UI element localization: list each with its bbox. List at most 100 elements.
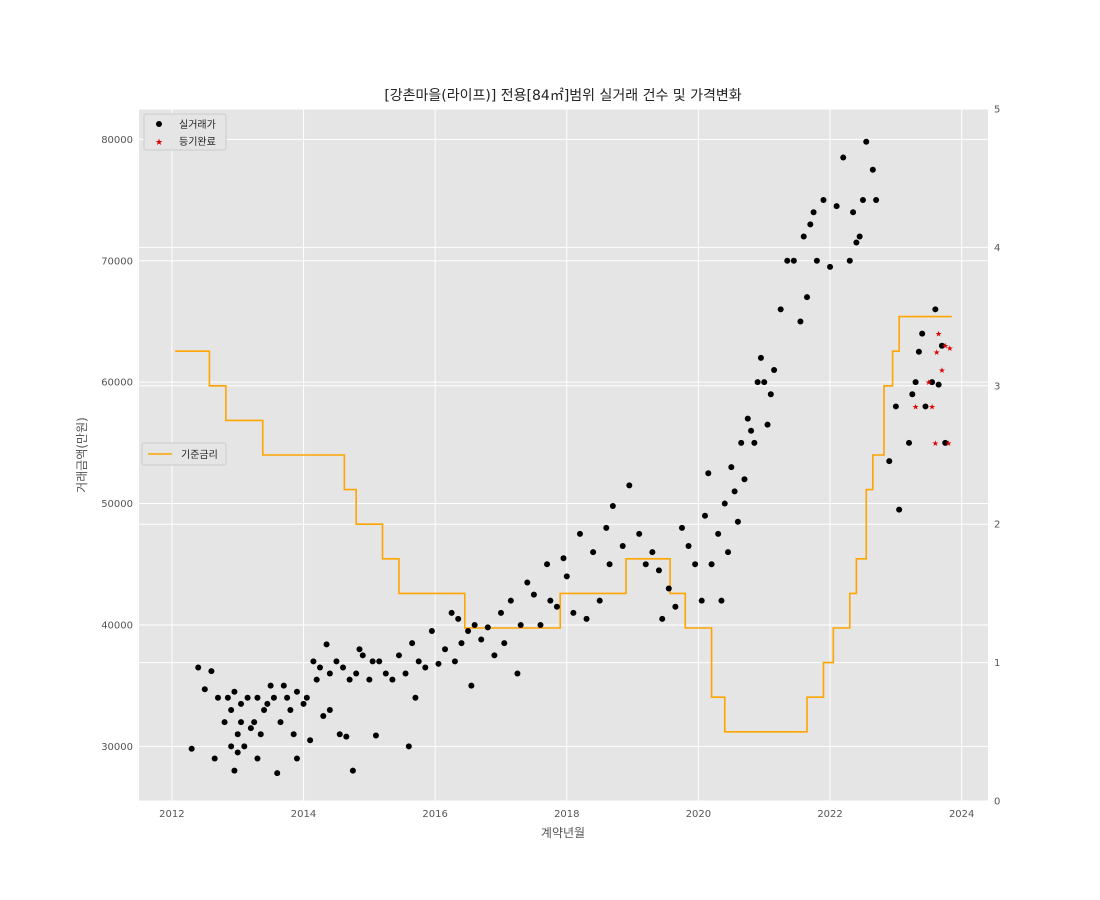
price-point: [560, 555, 567, 562]
price-point: [336, 731, 343, 738]
price-point: [813, 257, 820, 264]
price-point: [442, 646, 449, 653]
y-axis-label: 거래금액(만원): [75, 417, 89, 493]
price-point: [422, 664, 429, 671]
price-point: [238, 719, 245, 726]
price-point: [715, 530, 722, 537]
price-point: [428, 628, 435, 635]
price-point: [757, 354, 764, 361]
price-point: [303, 694, 310, 701]
x-tick-label: 2020: [686, 809, 711, 820]
price-point: [254, 694, 261, 701]
price-point: [659, 615, 666, 622]
price-point: [316, 664, 323, 671]
price-point: [705, 470, 712, 477]
price-point: [767, 391, 774, 398]
price-point: [359, 652, 366, 659]
price-point: [692, 561, 699, 568]
price-point: [241, 743, 248, 750]
price-point: [853, 239, 860, 246]
price-point: [761, 379, 768, 386]
price-point: [935, 381, 942, 388]
price-point: [702, 512, 708, 519]
registered-point: ★: [928, 402, 935, 411]
registered-point: ★: [933, 348, 940, 357]
price-point: [277, 719, 284, 726]
price-point: [382, 670, 389, 677]
price-point: [517, 621, 524, 628]
price-point: [771, 367, 778, 374]
registered-point: ★: [932, 439, 939, 448]
price-point: [576, 530, 583, 537]
price-point: [507, 597, 514, 604]
y2-tick-labels: 0 1 2 3 4 5: [994, 105, 1000, 808]
price-point: [869, 166, 876, 173]
price-point: [840, 154, 847, 161]
legend-label-registered: 등기완료: [179, 136, 216, 148]
price-point: [310, 658, 317, 665]
legend-dot-icon: [156, 121, 162, 127]
price-point: [497, 609, 504, 616]
price-point: [530, 591, 537, 598]
price-point: [797, 318, 804, 325]
y-tick-labels: 30000 40000 50000 60000 70000 80000: [101, 135, 133, 753]
price-point: [465, 628, 472, 635]
price-point: [708, 561, 715, 568]
price-point: [856, 233, 863, 240]
price-point: [896, 506, 903, 513]
price-point: [906, 439, 913, 446]
price-point: [257, 731, 264, 738]
price-point: [280, 682, 287, 689]
price-point: [678, 524, 685, 531]
price-point: [228, 743, 235, 750]
price-point: [685, 543, 692, 550]
price-point: [201, 686, 208, 693]
price-point: [718, 597, 725, 604]
price-point: [313, 676, 320, 683]
y-tick-label: 50000: [101, 499, 133, 510]
price-point: [827, 263, 834, 270]
price-point: [915, 348, 922, 355]
price-point: [471, 621, 478, 628]
registered-point: ★: [942, 342, 949, 351]
price-point: [725, 549, 732, 556]
price-point: [859, 197, 866, 204]
price-point: [807, 221, 814, 228]
registered-point: ★: [938, 366, 945, 375]
price-point: [376, 658, 383, 665]
y2-tick-label: 4: [994, 243, 1000, 254]
price-point: [636, 530, 643, 537]
price-point: [606, 561, 613, 568]
price-point: [609, 502, 616, 509]
price-point: [744, 415, 751, 422]
price-point: [326, 670, 333, 677]
price-point: [820, 197, 827, 204]
legend-line: 기준금리: [141, 442, 227, 466]
price-point: [287, 706, 294, 713]
price-point: [221, 719, 228, 726]
price-point: [938, 342, 945, 349]
price-point: [784, 257, 791, 264]
price-point: [412, 694, 419, 701]
price-point: [366, 676, 373, 683]
legend-line-box: [141, 442, 227, 466]
price-point: [741, 476, 748, 483]
price-point: [188, 745, 195, 752]
price-point: [873, 197, 880, 204]
price-point: [195, 664, 202, 671]
price-point: [458, 640, 465, 647]
price-point: [514, 670, 521, 677]
price-point: [214, 694, 221, 701]
rate-step-line: [175, 315, 952, 733]
price-point: [247, 725, 254, 732]
y2-tick-label: 3: [994, 381, 1000, 392]
x-tick-label: 2012: [159, 809, 184, 820]
price-point: [224, 694, 231, 701]
y2-tick-label: 5: [994, 105, 1000, 116]
price-point: [326, 706, 333, 713]
price-point: [353, 670, 360, 677]
price-point: [372, 732, 379, 739]
price-point: [231, 767, 238, 774]
x-tick-label: 2016: [422, 809, 447, 820]
